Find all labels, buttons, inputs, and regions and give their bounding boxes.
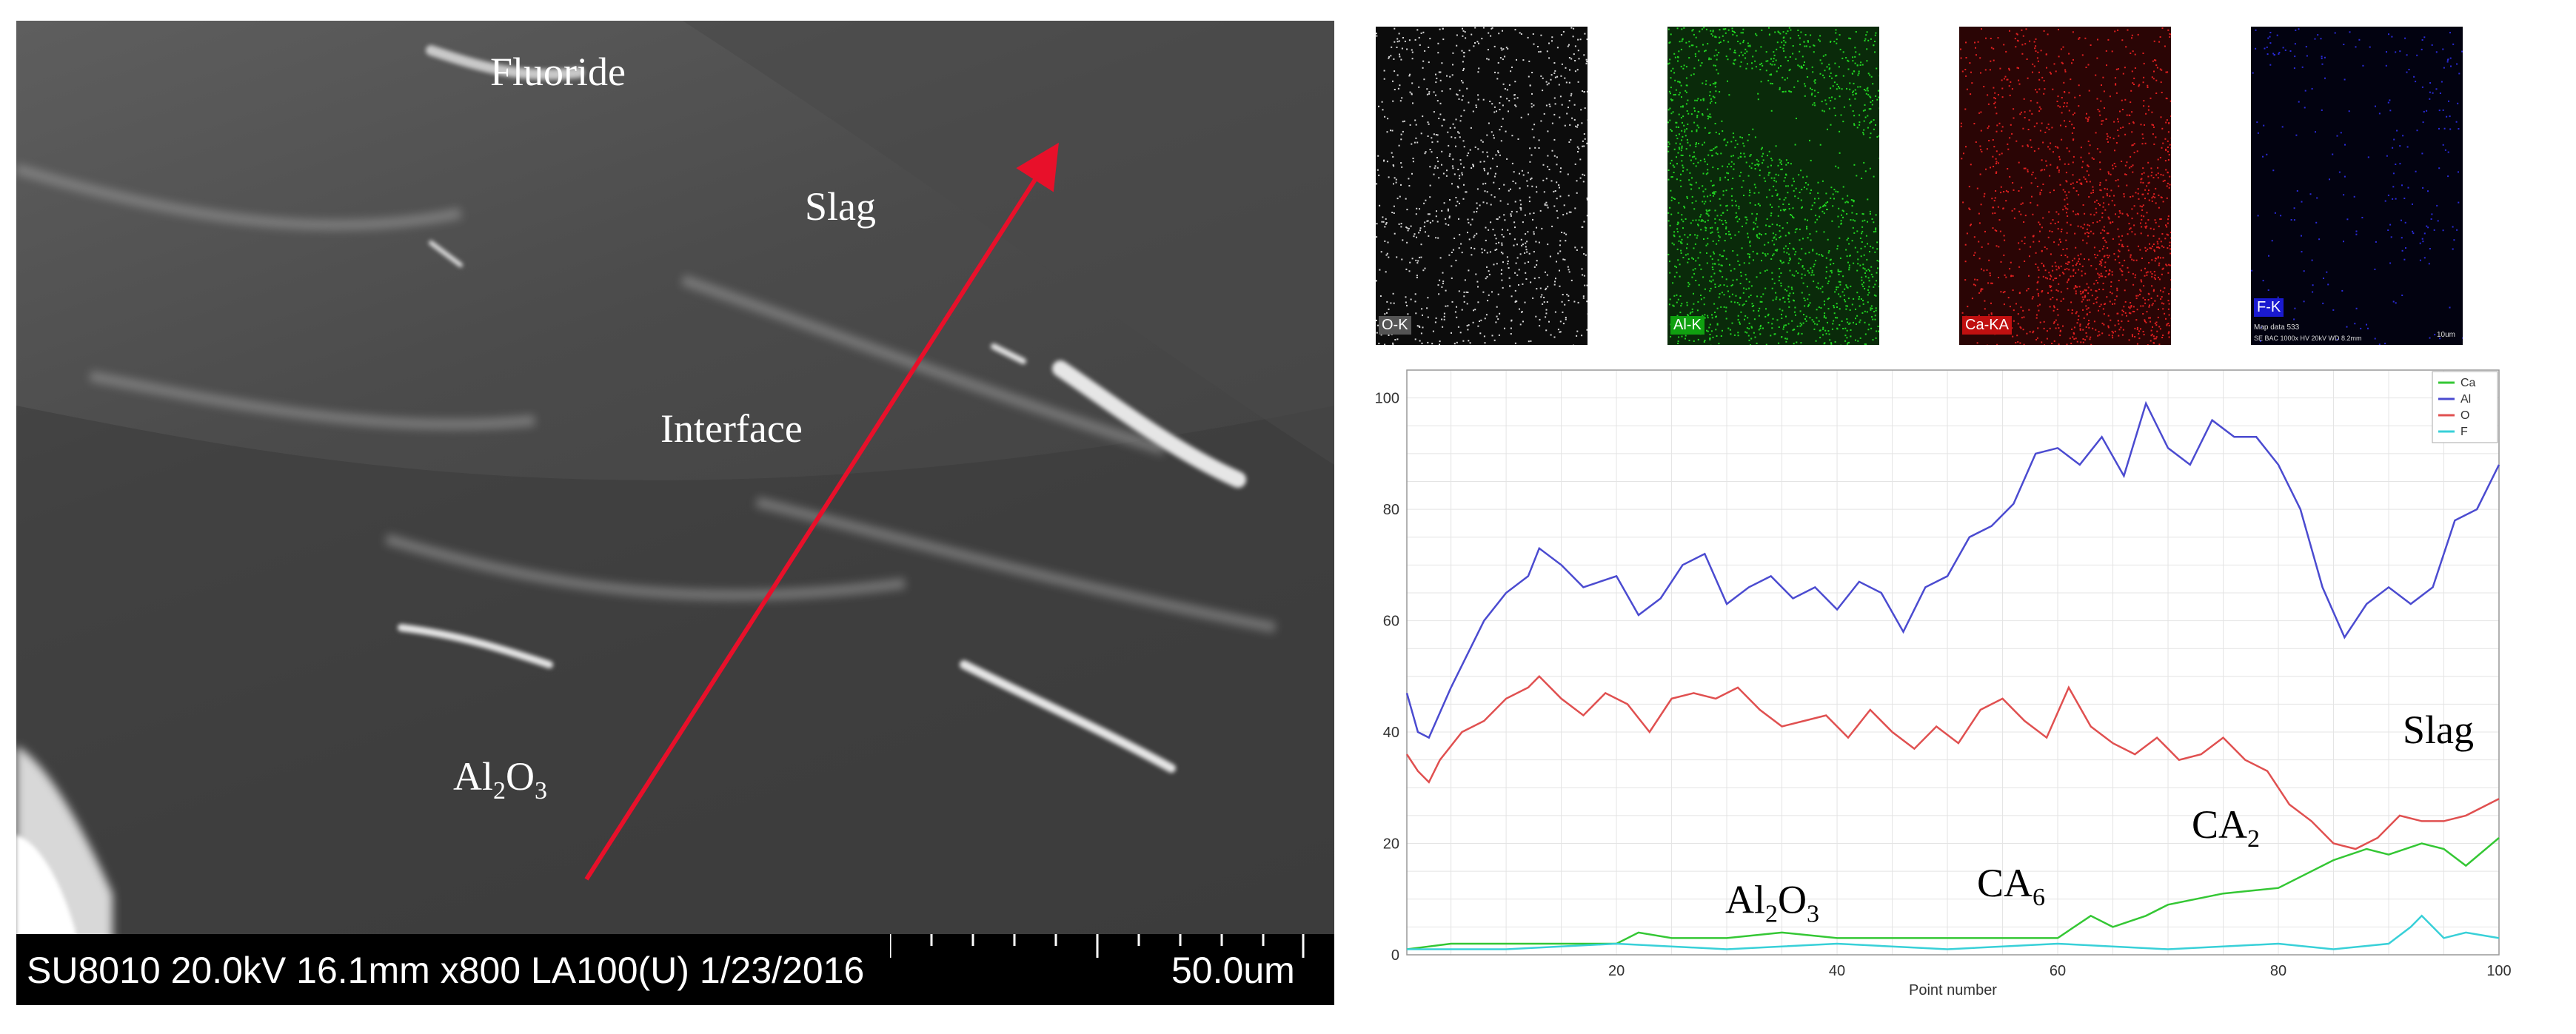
map-scale: 10um xyxy=(2436,331,2455,339)
map-ca: Ca-KA xyxy=(1959,27,2171,345)
annotation-ca2: CA2 xyxy=(2192,802,2260,853)
map-o: O-K xyxy=(1376,27,1588,345)
y-tick-label: 0 xyxy=(1391,947,1399,964)
sem-info-bar: SU8010 20.0kV 16.1mm x800 LA100(U) 1/23/… xyxy=(16,934,1334,1005)
scale-ruler xyxy=(890,934,1305,958)
map-footer: Map data 533 xyxy=(2254,323,2300,332)
series-line-f xyxy=(1407,914,2500,950)
map-f: F-K Map data 533 SE BAC 1000x HV 20kV WD… xyxy=(2251,27,2463,345)
x-tick-label: 20 xyxy=(1608,963,1625,979)
plot-frame xyxy=(1406,369,2500,956)
map-al: Al-K xyxy=(1667,27,1879,345)
legend-label-f: F xyxy=(2460,426,2468,438)
label-fluoride: Fluoride xyxy=(490,50,626,94)
label-al2o3: Al2O3 xyxy=(453,754,547,805)
sem-texture xyxy=(16,21,1334,1005)
y-tick-label: 40 xyxy=(1383,725,1399,741)
legend-label-o: O xyxy=(2460,409,2469,422)
sem-image: Fluoride Slag Interface Al2O3 SU8010 20.… xyxy=(16,21,1334,1005)
map-label-f: F-K xyxy=(2254,298,2284,317)
y-tick-label: 60 xyxy=(1383,614,1399,630)
line-scan-chart: 0 20 40 60 80 100 20 40 60 80 100 Point number Ca Al O… xyxy=(1355,363,2555,1014)
y-tick-label: 20 xyxy=(1383,836,1399,853)
x-axis-label: Point number xyxy=(1909,982,1997,998)
x-tick-label: 80 xyxy=(2270,963,2286,979)
map-label-al: Al-K xyxy=(1670,316,1704,335)
x-tick-label: 40 xyxy=(1829,963,1845,979)
line-scan-arrow xyxy=(584,142,1059,881)
label-slag: Slag xyxy=(805,184,877,229)
map-label-o: O-K xyxy=(1379,316,1411,335)
annotation-al2o3: Al2O3 xyxy=(1725,878,1819,928)
series-line-al xyxy=(1405,400,2500,739)
label-interface: Interface xyxy=(660,406,803,451)
x-tick-label: 100 xyxy=(2486,963,2511,979)
annotation-slag: Slag xyxy=(2403,708,2474,752)
chart-grid xyxy=(1407,369,2500,956)
y-tick-label: 80 xyxy=(1383,502,1399,518)
sem-scale-label: 50.0um xyxy=(1171,950,1295,991)
map-label-ca: Ca-KA xyxy=(1962,316,2012,335)
sem-info-text: SU8010 20.0kV 16.1mm x800 LA100(U) 1/23/… xyxy=(27,950,865,991)
annotation-ca6: CA6 xyxy=(1977,861,2045,911)
legend-label-al: Al xyxy=(2460,393,2471,406)
map-footer-params: SE BAC 1000x HV 20kV WD 8.2mm xyxy=(2254,335,2362,342)
x-tick-label: 60 xyxy=(2050,963,2066,979)
y-tick-label: 100 xyxy=(1375,391,1399,407)
series-line-ca xyxy=(1406,837,2500,950)
chart-legend: Ca Al OF xyxy=(2432,371,2498,443)
series-line-o xyxy=(1405,675,2500,850)
legend-label-ca: Ca xyxy=(2460,377,2476,389)
